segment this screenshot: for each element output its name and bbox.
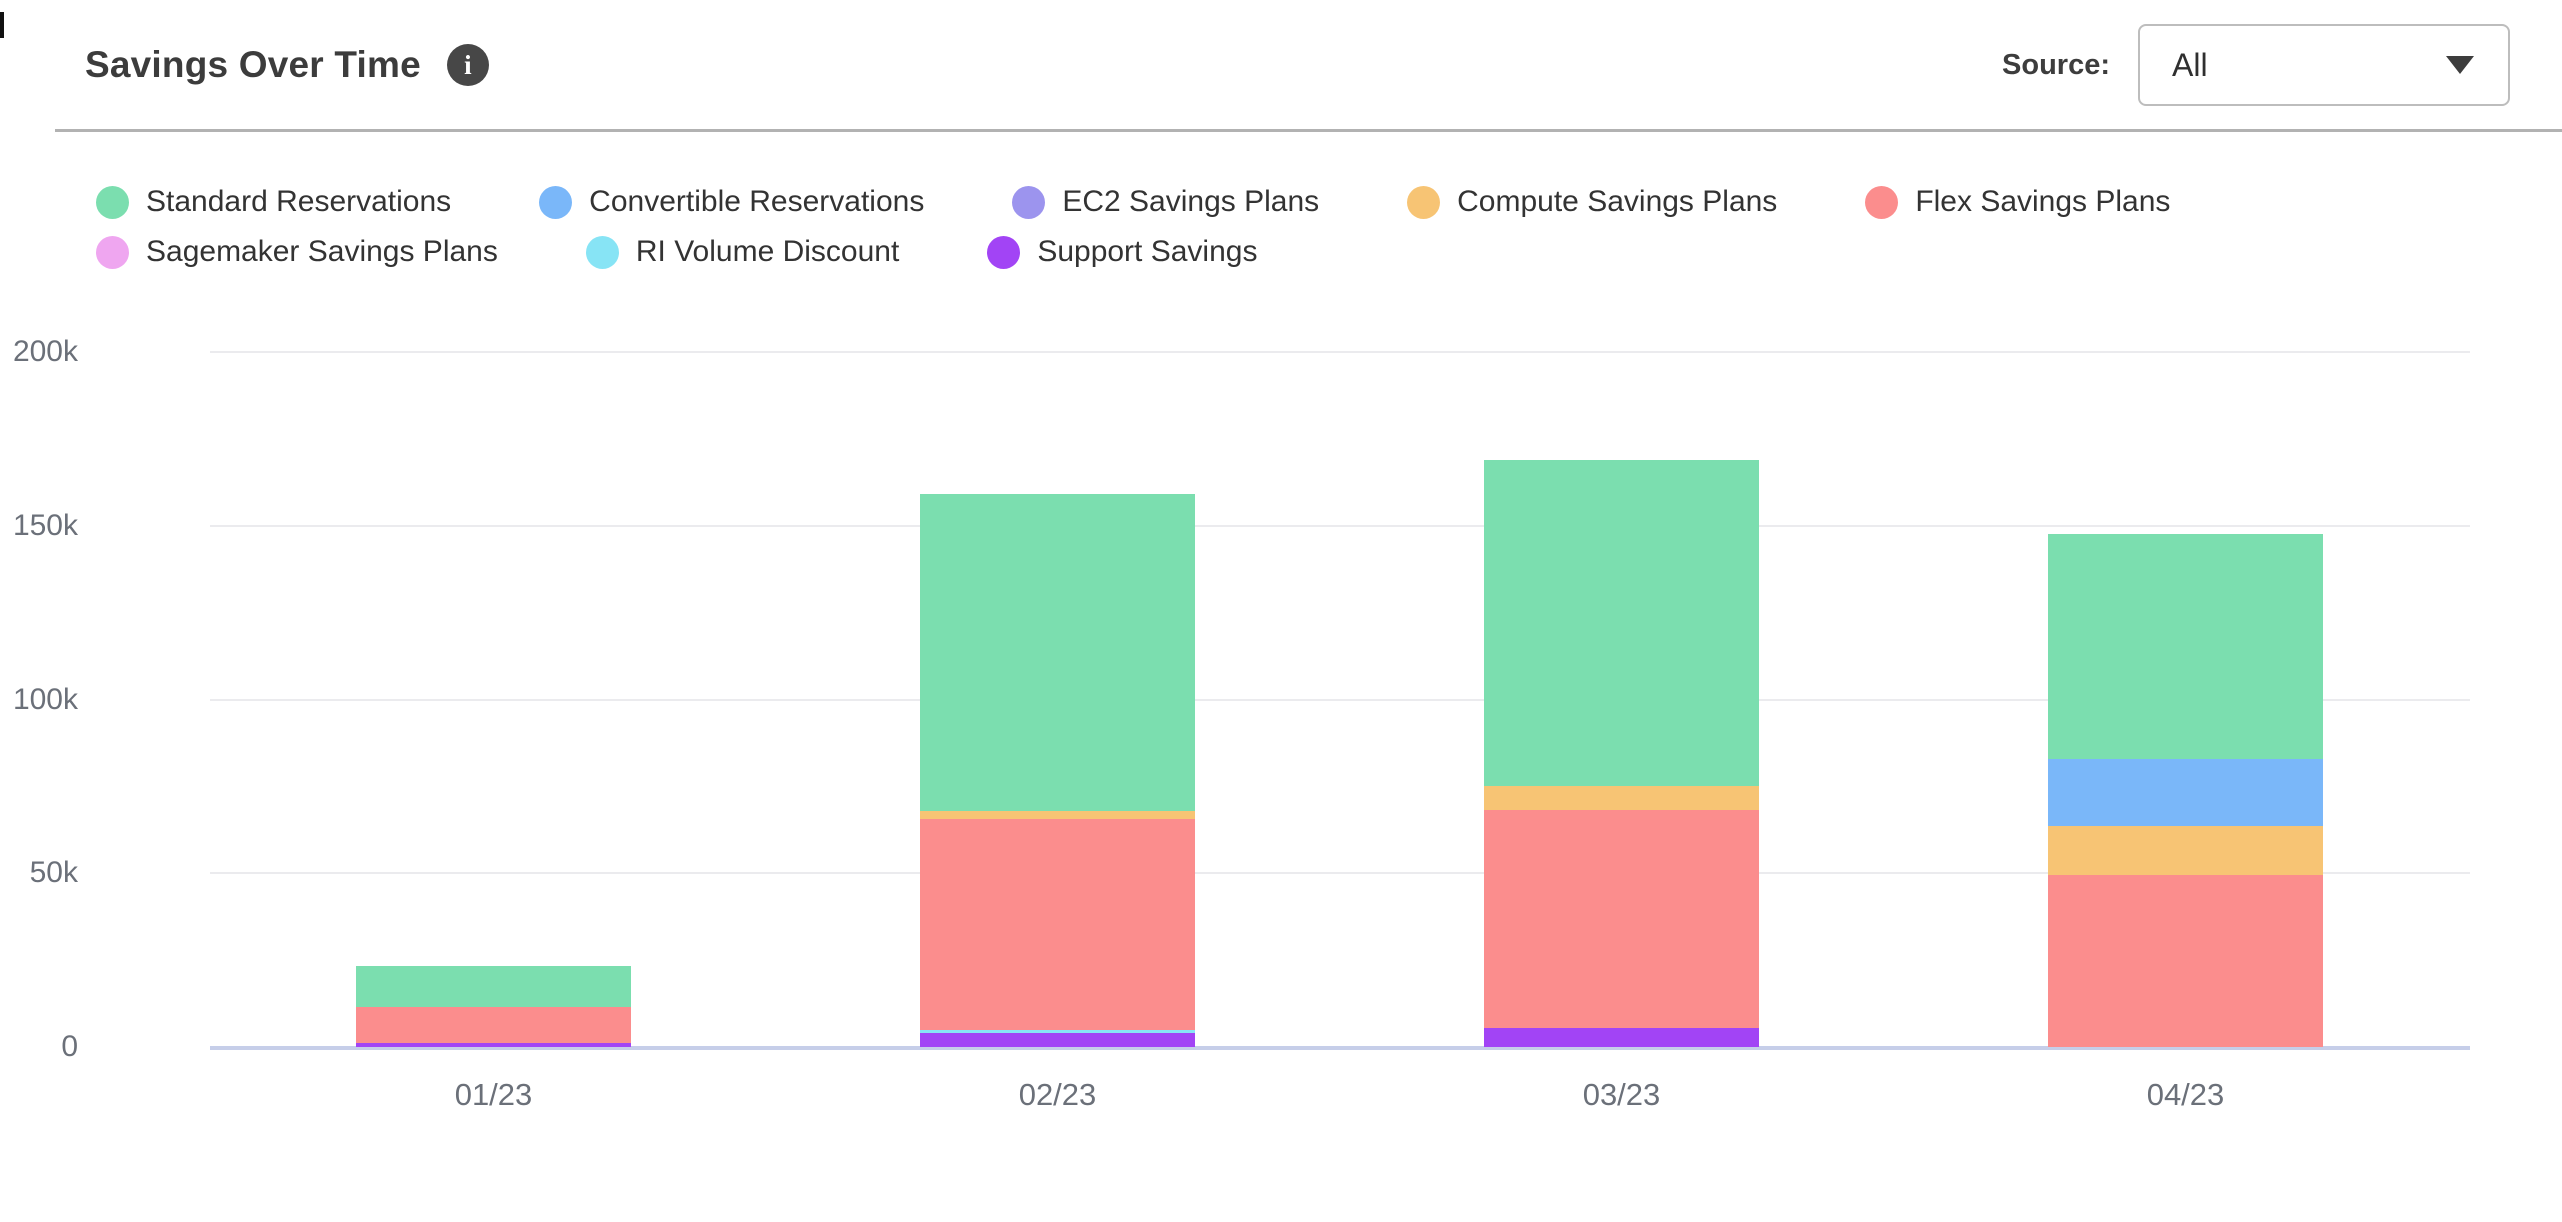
bar-segment-02-23-support-savings[interactable] <box>920 1033 1195 1047</box>
bar-segment-02-23-ri-volume-discount[interactable] <box>920 1029 1195 1034</box>
legend-item-flex-savings-plans[interactable]: Flex Savings Plans <box>1865 185 2170 219</box>
page-title: Savings Over Time <box>85 44 421 85</box>
legend-label: Compute Savings Plans <box>1457 185 1778 218</box>
bar-segment-01-23-flex-savings-plans[interactable] <box>356 1007 631 1043</box>
y-tick-50k: 50k <box>29 856 78 890</box>
header-divider <box>55 129 2562 132</box>
bar-03-23 <box>1484 352 1759 1047</box>
x-tick-04-23: 04/23 <box>2146 1077 2225 1112</box>
legend-row: Standard Reservations Convertible Reserva… <box>96 185 2246 219</box>
bar-segment-02-23-standard-reservations[interactable] <box>920 494 1195 811</box>
bar-segment-04-23-convertible-reservations[interactable] <box>2048 758 2323 827</box>
bar-segment-02-23-compute-savings-plans[interactable] <box>920 810 1195 820</box>
legend-item-ri-volume-discount[interactable]: RI Volume Discount <box>585 235 900 269</box>
bar-01-23 <box>356 352 631 1047</box>
legend-label: Convertible Reservations <box>589 185 925 218</box>
screen-edge-artifact <box>0 12 4 38</box>
legend-item-convertible-reservations[interactable]: Convertible Reservations <box>539 185 924 219</box>
legend-item-sagemaker-savings-plans[interactable]: Sagemaker Savings Plans <box>96 235 498 269</box>
bar-segment-04-23-standard-reservations[interactable] <box>2048 534 2323 759</box>
plot-area: 200k 150k 100k 50k 0 01/23 02/23 03/23 04/23 <box>13 337 2470 1112</box>
legend-dot-ec2-savings-plans <box>1012 185 1046 219</box>
legend-dot-compute-savings-plans <box>1407 185 1441 219</box>
bar-02-23 <box>920 352 1195 1047</box>
legend-label: EC2 Savings Plans <box>1062 185 1320 218</box>
bar-segment-04-23-flex-savings-plans[interactable] <box>2048 875 2323 1047</box>
bar-segment-01-23-standard-reservations[interactable] <box>356 965 631 1008</box>
legend-dot-support-savings <box>987 235 1021 269</box>
legend-dot-sagemaker-savings-plans <box>96 235 129 269</box>
legend-item-compute-savings-plans[interactable]: Compute Savings Plans <box>1407 185 1777 219</box>
legend-dot-standard-reservations <box>96 185 129 219</box>
bar-segment-02-23-flex-savings-plans[interactable] <box>920 819 1195 1030</box>
legend-label: Flex Savings Plans <box>1915 185 2171 218</box>
legend-dot-convertible-reservations <box>539 185 573 219</box>
source-label: Source: <box>2002 48 2110 81</box>
legend-item-standard-reservations[interactable]: Standard Reservations <box>96 185 451 219</box>
legend-label: RI Volume Discount <box>635 235 900 268</box>
legend-dot-flex-savings-plans <box>1865 185 1899 219</box>
y-tick-200k: 200k <box>12 335 78 368</box>
x-tick-01-23: 01/23 <box>454 1077 533 1112</box>
legend-item-support-savings[interactable]: Support Savings <box>987 235 1257 269</box>
x-tick-03-23: 03/23 <box>1582 1077 1661 1112</box>
bar-segment-03-23-flex-savings-plans[interactable] <box>1484 810 1759 1029</box>
y-tick-100k: 100k <box>12 682 78 716</box>
bar-04-23 <box>2048 352 2323 1047</box>
bar-segment-03-23-standard-reservations[interactable] <box>1484 459 1759 787</box>
bar-segment-04-23-compute-savings-plans[interactable] <box>2048 826 2323 875</box>
chevron-down-icon <box>2446 56 2474 74</box>
chart-legend: Standard Reservations Convertible Reserva… <box>96 185 2246 285</box>
bar-segment-01-23-support-savings[interactable] <box>356 1042 631 1047</box>
legend-item-ec2-savings-plans[interactable]: EC2 Savings Plans <box>1012 185 1319 219</box>
bar-segment-03-23-compute-savings-plans[interactable] <box>1484 786 1759 811</box>
y-tick-150k: 150k <box>12 508 78 542</box>
x-tick-02-23: 02/23 <box>1018 1077 1097 1112</box>
legend-label: Sagemaker Savings Plans <box>146 235 498 268</box>
y-tick-0: 0 <box>61 1030 78 1063</box>
header: Savings Over Time i Source: All <box>0 0 2562 130</box>
source-select-value: All <box>2172 46 2208 83</box>
source-select[interactable]: All <box>2138 24 2510 106</box>
legend-label: Support Savings <box>1037 235 1258 268</box>
legend-row: Sagemaker Savings Plans RI Volume Discoun… <box>96 235 2246 269</box>
info-icon[interactable]: i <box>446 44 489 86</box>
legend-label: Standard Reservations <box>146 185 452 218</box>
bar-segment-03-23-support-savings[interactable] <box>1484 1028 1759 1047</box>
legend-dot-ri-volume-discount <box>585 235 619 269</box>
